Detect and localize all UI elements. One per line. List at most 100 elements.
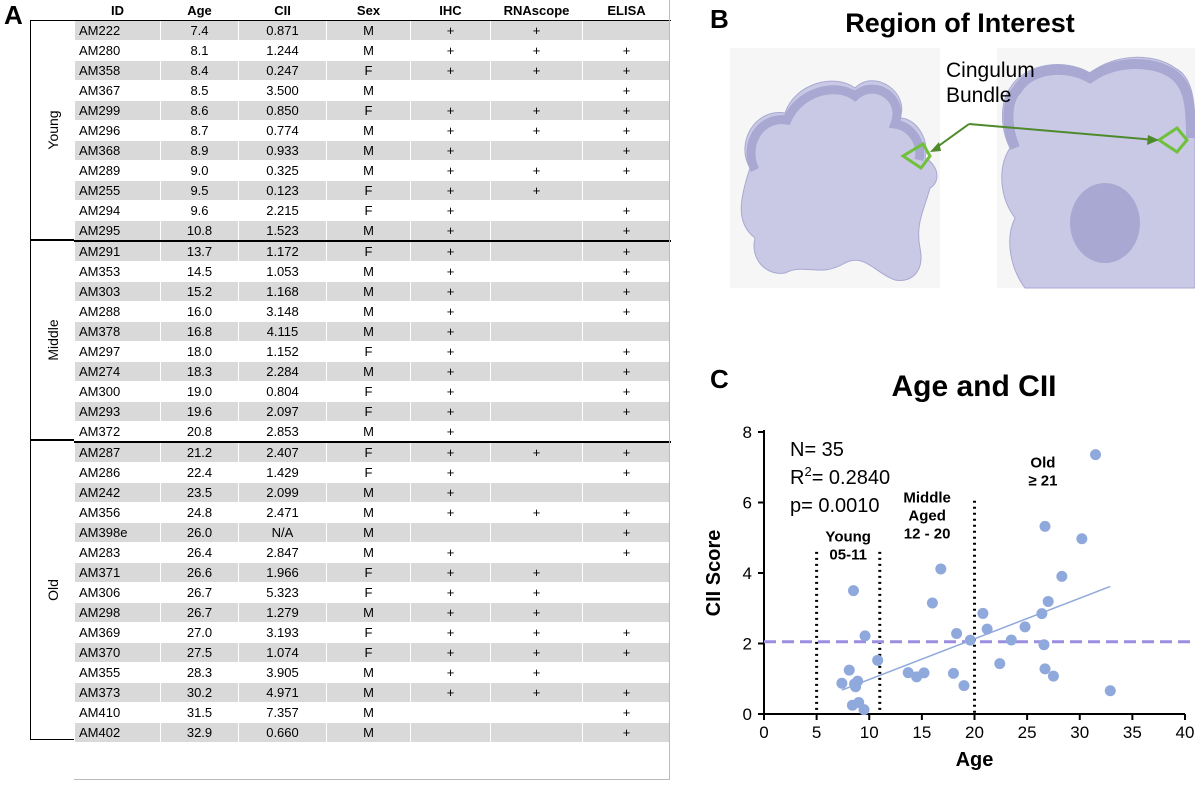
- table-cell: AM370: [74, 642, 161, 663]
- table-cell: F: [326, 200, 411, 221]
- table-cell: M: [326, 522, 411, 543]
- table-cell: 27.5: [160, 642, 239, 663]
- table-cell: +: [582, 642, 671, 663]
- table-cell: [490, 220, 583, 242]
- table-cell: +: [490, 20, 583, 41]
- table-cell: AM369: [74, 622, 161, 643]
- table-cell: 26.4: [160, 542, 239, 563]
- table-cell: +: [582, 542, 671, 563]
- data-point: [1056, 570, 1068, 582]
- table-cell: F: [326, 240, 411, 262]
- table-cell: +: [582, 220, 671, 242]
- x-tick-label: 15: [912, 723, 931, 742]
- age-group-label: 12 - 20: [904, 526, 951, 543]
- right-deep-structure: [1070, 183, 1140, 263]
- y-axis-label: CII Score: [703, 530, 725, 617]
- table-cell: +: [410, 421, 491, 443]
- left-cortex-band: [746, 84, 925, 173]
- panel-c-label: C: [710, 364, 729, 394]
- table-cell: +: [582, 160, 671, 181]
- left-brain-section: [740, 80, 938, 282]
- table-row: AM378 16.8 4.115 M +: [74, 321, 671, 342]
- table-cell: F: [326, 60, 411, 81]
- data-point: [926, 597, 938, 609]
- table-cell: 1.429: [238, 462, 327, 483]
- table-row: AM372 20.8 2.853 M +: [74, 421, 671, 443]
- data-point: [1036, 608, 1048, 620]
- table-cell: F: [326, 562, 411, 583]
- table-cell: +: [410, 542, 491, 563]
- table-row: AM291 13.7 1.172 F + +: [74, 240, 671, 262]
- table-cell: +: [490, 602, 583, 623]
- table-cell: 26.6: [160, 562, 239, 583]
- table-row: AM295 10.8 1.523 M + +: [74, 220, 671, 242]
- table-cell: AM372: [74, 421, 161, 443]
- table-cell: +: [410, 462, 491, 483]
- table-cell: +: [410, 602, 491, 623]
- table-cell: 0.774: [238, 120, 327, 141]
- table-cell: +: [410, 140, 491, 161]
- table-cell: 26.7: [160, 582, 239, 603]
- table-cell: [410, 522, 491, 543]
- table-cell: 16.8: [160, 321, 239, 342]
- table-cell: +: [490, 562, 583, 583]
- table-cell: +: [410, 220, 491, 242]
- group-label: Middle: [44, 319, 61, 361]
- data-point: [1090, 449, 1102, 461]
- table-cell: AM402: [74, 722, 161, 743]
- table-cell: +: [410, 40, 491, 61]
- table-cell: [490, 381, 583, 402]
- table-cell: [582, 602, 671, 623]
- table-cell: F: [326, 642, 411, 663]
- panel-b-label: B: [710, 4, 729, 34]
- table-cell: +: [410, 381, 491, 402]
- table-cell: F: [326, 462, 411, 483]
- sample-table: ID Age CII Sex IHC RNAscope ELISA AM222 7.4 0.87…: [74, 0, 671, 743]
- table-cell: +: [410, 20, 491, 41]
- data-point: [918, 667, 930, 679]
- age-group-label: Young: [825, 528, 871, 545]
- table-cell: 8.1: [160, 40, 239, 61]
- data-point: [872, 654, 884, 666]
- table-cell: 2.284: [238, 361, 327, 382]
- table-cell: 20.8: [160, 421, 239, 443]
- table-row: AM306 26.7 5.323 F + +: [74, 582, 671, 603]
- table-cell: +: [410, 662, 491, 683]
- table-header-row: ID Age CII Sex IHC RNAscope ELISA: [74, 0, 671, 21]
- group-bracket-young: Young: [30, 20, 74, 240]
- data-point: [951, 627, 963, 639]
- table-cell: M: [326, 40, 411, 61]
- table-cell: M: [326, 301, 411, 322]
- table-cell: 28.3: [160, 662, 239, 683]
- table-cell: +: [582, 301, 671, 322]
- group-label: Young: [44, 110, 61, 150]
- table-row: AM371 26.6 1.966 F + +: [74, 562, 671, 583]
- table-cell: +: [490, 160, 583, 181]
- table-cell: 0.660: [238, 722, 327, 743]
- table-cell: 3.500: [238, 80, 327, 101]
- table-cell: +: [582, 120, 671, 141]
- table-row: AM280 8.1 1.244 M + + +: [74, 40, 671, 61]
- table-cell: +: [582, 381, 671, 402]
- table-cell: +: [582, 40, 671, 61]
- table-cell: +: [410, 341, 491, 362]
- table-cell: [490, 542, 583, 563]
- y-tick-label: 2: [743, 635, 752, 654]
- data-point: [977, 607, 989, 619]
- data-point: [994, 658, 1006, 670]
- table-row: AM286 22.4 1.429 F + +: [74, 462, 671, 483]
- stat-p: p= 0.0010: [790, 495, 880, 517]
- table-cell: AM294: [74, 200, 161, 221]
- roi-arrow-right: [968, 123, 1156, 141]
- table-cell: +: [490, 441, 583, 463]
- table-cell: AM358: [74, 60, 161, 81]
- brain-sections: [730, 48, 1195, 289]
- table-cell: +: [582, 441, 671, 463]
- table-cell: +: [582, 261, 671, 282]
- table-cell: 0.325: [238, 160, 327, 181]
- table-cell: [410, 80, 491, 101]
- table-cell: [582, 180, 671, 201]
- table-cell: 1.053: [238, 261, 327, 282]
- table-cell: [490, 281, 583, 302]
- chart-title: Age and CII: [891, 370, 1056, 403]
